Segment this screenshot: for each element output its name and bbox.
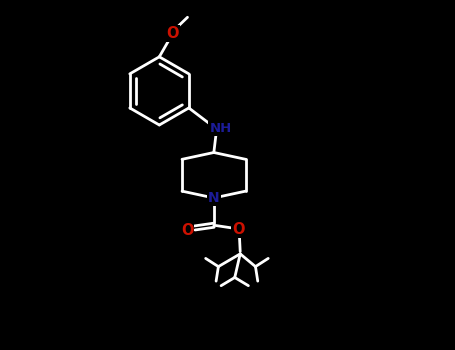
- Text: NH: NH: [210, 122, 232, 135]
- Text: N: N: [208, 191, 220, 205]
- Text: O: O: [167, 26, 179, 41]
- Text: O: O: [181, 223, 193, 238]
- Text: O: O: [233, 222, 245, 237]
